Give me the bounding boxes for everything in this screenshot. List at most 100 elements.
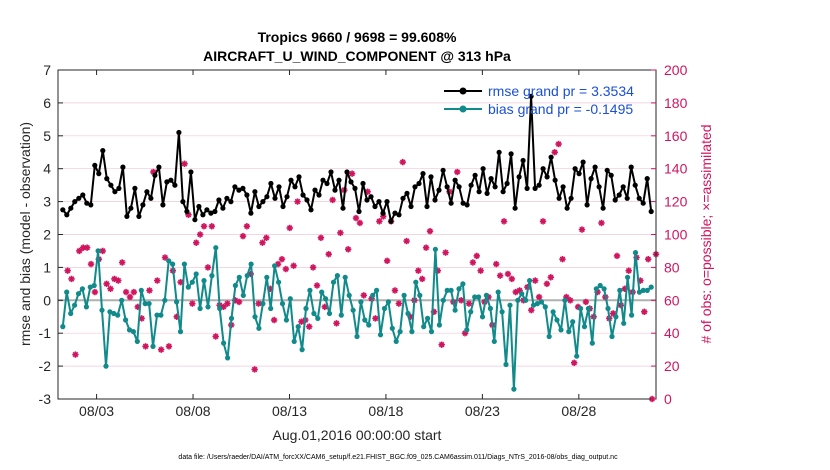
rmse-point [212, 208, 218, 215]
rmse-point [552, 177, 558, 183]
rmse-point [540, 166, 546, 172]
obs-marker-stroke [259, 239, 266, 246]
obs-marker-stroke [466, 300, 472, 307]
y-right-tick-label: 200 [664, 62, 688, 78]
rmse-point [224, 195, 230, 201]
obs-count-marker [403, 237, 410, 245]
rmse-point [248, 210, 254, 216]
rmse-point [272, 195, 278, 201]
obs-count-marker [578, 226, 586, 233]
rmse-point [200, 212, 206, 218]
bias-point [91, 282, 97, 289]
bias-point [617, 287, 623, 293]
bias-point [452, 307, 458, 313]
rmse-point [352, 185, 358, 191]
obs-count-marker [157, 346, 165, 353]
obs-count-marker [532, 277, 539, 284]
rmse-point [480, 166, 486, 172]
rmse-point [544, 174, 550, 180]
bias-point [193, 271, 199, 277]
rmse-point [524, 185, 530, 191]
rmse-point [320, 177, 326, 183]
rmse-point [464, 202, 470, 208]
y-left-tick-label: 6 [43, 95, 51, 111]
rmse-point [264, 194, 270, 200]
bias-point [401, 292, 407, 298]
obs-count-marker [126, 293, 134, 301]
obs-marker-stroke [193, 239, 200, 246]
y-axis-right-ticks: 0 20 40 60 80 100 120 140 160 180 200 [651, 62, 688, 407]
y-right-tick-label: 40 [664, 325, 680, 341]
bias-point [472, 294, 478, 300]
bias-point [138, 287, 144, 293]
bias-point [629, 312, 635, 318]
bias-point [440, 297, 446, 303]
obs-count-marker [333, 320, 340, 327]
obs-marker-stroke [166, 343, 172, 350]
bias-point [232, 282, 238, 289]
rmse-point [176, 129, 182, 136]
bias-point [295, 324, 301, 330]
bias-point [613, 314, 619, 320]
bias-point [570, 319, 576, 325]
rmse-point [512, 205, 518, 211]
rmse-point [628, 164, 634, 170]
obs-marker-stroke [349, 170, 355, 177]
obs-marker-stroke [142, 343, 149, 350]
x-tick-label: 08/13 [272, 403, 307, 419]
y-left-tick-label: 7 [43, 62, 51, 78]
rmse-point [336, 177, 342, 183]
obs-marker-stroke [337, 230, 344, 236]
obs-count-marker [372, 315, 379, 322]
obs-marker-stroke [209, 223, 215, 230]
rmse-point [588, 176, 594, 182]
rmse-point [620, 184, 626, 190]
obs-marker-stroke [310, 264, 316, 271]
x-tick-label: 08/08 [176, 403, 211, 419]
obs-marker-stroke [641, 309, 648, 315]
rmse-point [392, 210, 398, 216]
obs-marker-stroke [571, 360, 577, 366]
obs-marker-stroke [357, 220, 363, 226]
obs-count-marker [567, 297, 574, 304]
bias-point [428, 329, 435, 335]
bias-point [389, 325, 395, 331]
rmse-point [152, 172, 158, 178]
rmse-point [624, 195, 630, 201]
bias-point [648, 284, 654, 290]
bias-point [60, 324, 66, 330]
rmse-point [116, 185, 122, 191]
bias-point [491, 338, 497, 344]
rmse-point [332, 187, 338, 193]
obs-marker-stroke [403, 238, 410, 244]
bias-point [252, 314, 258, 320]
rmse-point [560, 184, 566, 190]
rmse-point [468, 182, 474, 188]
bias-point [350, 307, 356, 313]
rmse-point [216, 197, 222, 203]
rmse-point [556, 195, 562, 201]
y-axis-right-label: # of obs: o=possible; ×=assimilated [698, 124, 714, 343]
legend-bias-marker [459, 105, 467, 113]
bias-point [107, 309, 113, 315]
obs-count-marker [598, 219, 605, 227]
y-right-tick-label: 0 [664, 391, 672, 407]
obs-count-marker [344, 246, 352, 253]
obs-count-marker [508, 275, 516, 283]
rmse-point [172, 182, 178, 188]
bias-point [189, 279, 195, 285]
bias-point [554, 317, 560, 323]
obs-marker-stroke [396, 300, 402, 307]
rmse-point [184, 208, 190, 215]
obs-count-marker [317, 234, 325, 241]
obs-marker-stroke [212, 333, 219, 340]
bias-point [621, 320, 627, 326]
rmse-point [128, 205, 134, 211]
bias-point [515, 297, 521, 303]
rmse-point [180, 199, 186, 205]
bias-point [264, 274, 270, 280]
bias-point [574, 353, 580, 359]
bias-point [209, 273, 215, 279]
rmse-point [104, 176, 110, 182]
y-left-tick-label: -2 [39, 358, 52, 374]
